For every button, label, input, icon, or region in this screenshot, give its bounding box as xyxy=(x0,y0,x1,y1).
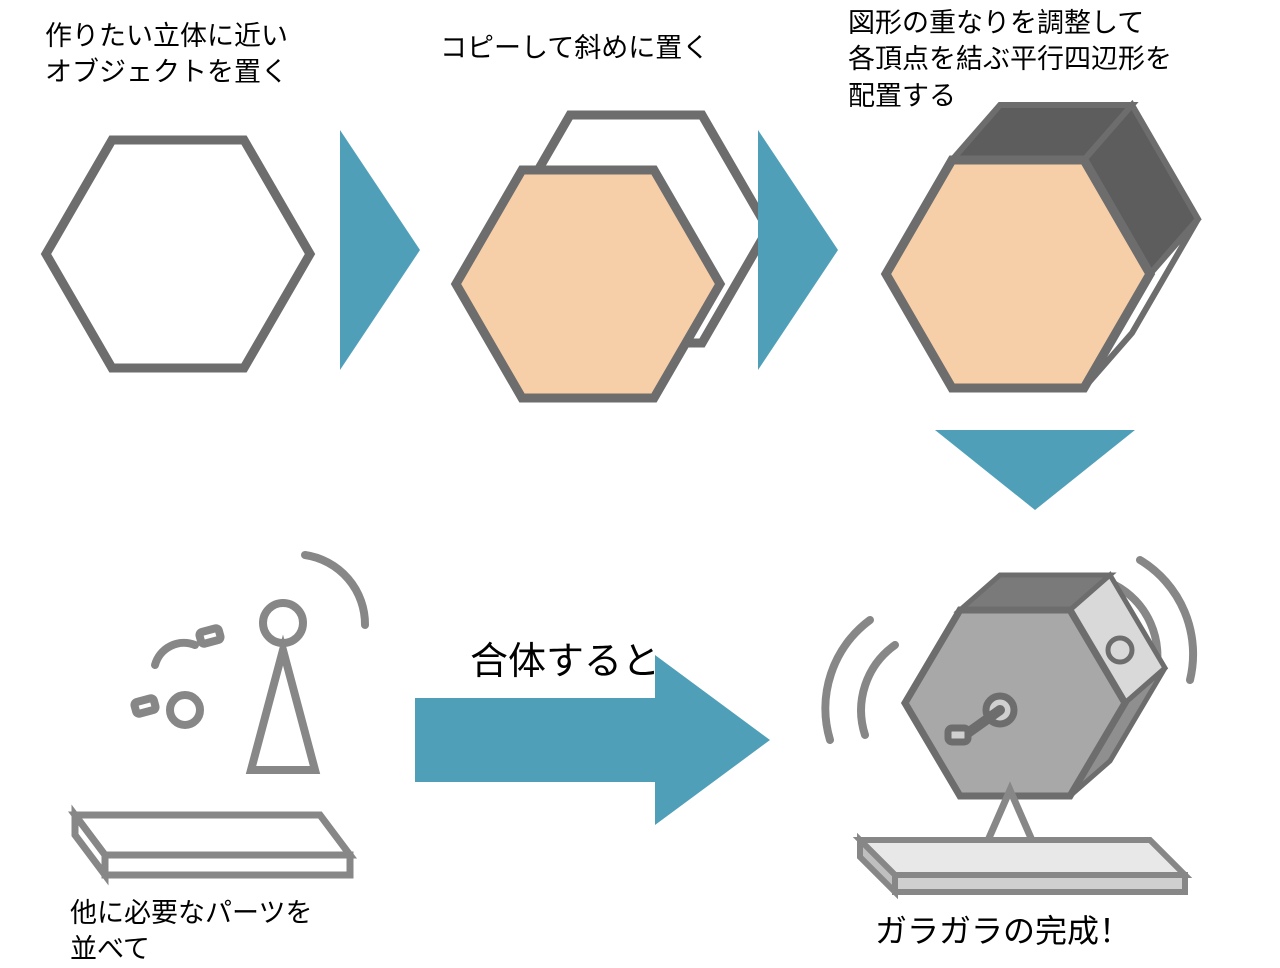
step2-caption: コピーして斜めに置く xyxy=(440,30,709,66)
step3-caption: 図形の重なりを調整して 各頂点を結ぶ平行四辺形を 配置する xyxy=(848,5,1172,114)
step4-caption: 他に必要なパーツを 並べて xyxy=(70,895,312,968)
step1-hex xyxy=(46,140,310,368)
diagram-scene xyxy=(0,0,1280,958)
step2-hexes xyxy=(456,115,768,398)
result-machine xyxy=(825,560,1193,892)
step3-prism xyxy=(886,105,1198,388)
big-arrow-label: 合体すると xyxy=(470,630,660,685)
step4-parts xyxy=(75,555,365,875)
arrow-right-1 xyxy=(340,130,420,370)
arrow-right-2 xyxy=(758,130,838,370)
step1-caption: 作りたい立体に近い オブジェクトを置く xyxy=(45,18,288,91)
arrow-down xyxy=(935,430,1135,510)
result-caption: ガラガラの完成！ xyxy=(875,910,1131,953)
